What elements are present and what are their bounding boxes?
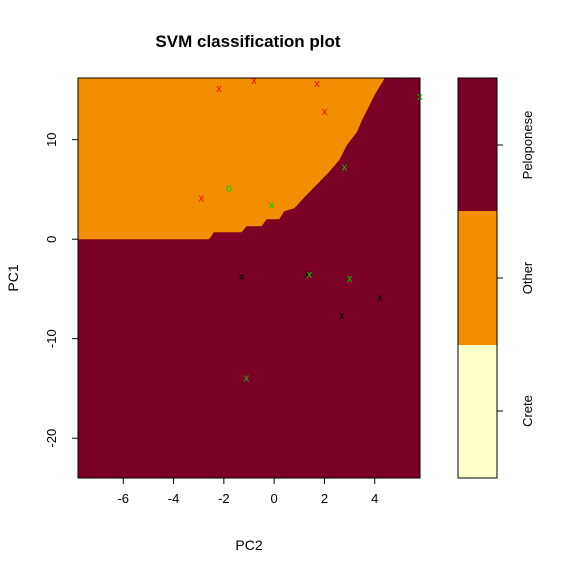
- legend-swatch-crete: [458, 345, 497, 478]
- data-point: x: [339, 310, 345, 322]
- data-point: x: [377, 292, 383, 304]
- legend-label-other: Other: [520, 261, 535, 294]
- legend-label-peloponese: Peloponese: [520, 111, 535, 180]
- other-region: [78, 78, 385, 240]
- x-tick-label: -6: [117, 491, 129, 506]
- x-tick-label: 4: [371, 491, 378, 506]
- data-point: x: [304, 268, 310, 280]
- x-tick-label: 2: [321, 491, 328, 506]
- x-axis: -6 -4 -2 0 2 4: [117, 477, 378, 506]
- data-point: x: [342, 162, 348, 174]
- x-tick-label: -4: [168, 491, 180, 506]
- y-axis: -20 -10 0 10: [44, 132, 79, 448]
- legend-label-crete: Crete: [520, 395, 535, 427]
- y-axis-title: PC1: [5, 264, 21, 291]
- data-point: x: [198, 192, 204, 204]
- data-point: x: [314, 78, 320, 90]
- data-point: x: [269, 199, 275, 211]
- legend-swatch-other: [458, 211, 497, 345]
- y-tick-label: -10: [44, 329, 59, 348]
- class-legend: Crete Other Peloponese: [457, 77, 535, 479]
- y-tick-label: -20: [44, 429, 59, 448]
- y-tick-label: 0: [44, 236, 59, 243]
- legend-swatch-peloponese: [458, 78, 497, 211]
- data-point: x: [244, 373, 250, 385]
- x-tick-label: -2: [218, 491, 230, 506]
- data-point: x: [307, 269, 313, 281]
- chart-title: SVM classification plot: [155, 32, 340, 51]
- y-tick-label: 10: [44, 132, 59, 146]
- data-point: o: [226, 182, 232, 194]
- data-point: x: [239, 271, 245, 283]
- data-point: x: [347, 273, 353, 285]
- data-point: x: [322, 106, 328, 118]
- x-axis-title: PC2: [235, 537, 262, 553]
- data-point: x: [251, 75, 257, 87]
- x-tick-label: 0: [271, 491, 278, 506]
- data-point: x: [216, 83, 222, 95]
